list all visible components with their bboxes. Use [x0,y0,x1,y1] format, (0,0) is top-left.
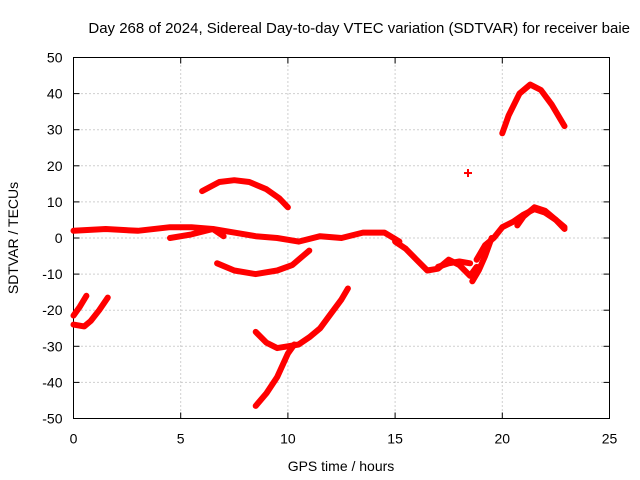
series-arc-06 [252,341,298,409]
x-tick-label: 15 [387,431,403,447]
y-tick-label: 30 [47,122,63,138]
y-tick-label: -40 [42,374,62,390]
series-arc-08 [70,294,111,330]
y-tick-label: -50 [42,411,62,427]
data-series [70,81,568,409]
y-tick-label: 50 [47,50,63,66]
x-tick-label: 5 [177,431,185,447]
series-arc-14 [499,81,568,137]
y-tick-label: 20 [47,158,63,174]
series-arc-05 [252,285,351,352]
y-tick-label: 0 [55,230,63,246]
series-point-15 [463,169,472,178]
x-tick-label: 10 [280,431,296,447]
x-tick-label: 0 [70,431,78,447]
series-arc-04 [214,247,313,278]
series-arc-07 [70,292,90,319]
series-arc-02 [167,226,227,241]
series-arc-13 [514,204,568,232]
y-tick-label: 40 [47,86,63,102]
series-arc-01 [70,224,403,245]
axis-ticks: 0 5 10 15 20 25 -50 -40 -30 -20 -10 0 10 20 30 40 50 [42,50,617,447]
chart-title: Day 268 of 2024, Sidereal Day-to-day VTE… [88,20,630,37]
series-arc-09 [392,238,480,279]
series-arc-10 [435,258,474,270]
y-tick-label: -30 [42,338,62,354]
y-tick-label: -20 [42,302,62,318]
x-axis-label: GPS time / hours [288,458,395,474]
y-axis-label: SDTVAR / TECUs [5,182,21,294]
x-tick-label: 25 [602,431,618,447]
x-tick-label: 20 [495,431,511,447]
y-tick-label: -10 [42,266,62,282]
series-arc-03 [199,177,291,211]
y-tick-label: 10 [47,194,63,210]
series-arc-11 [469,235,495,285]
